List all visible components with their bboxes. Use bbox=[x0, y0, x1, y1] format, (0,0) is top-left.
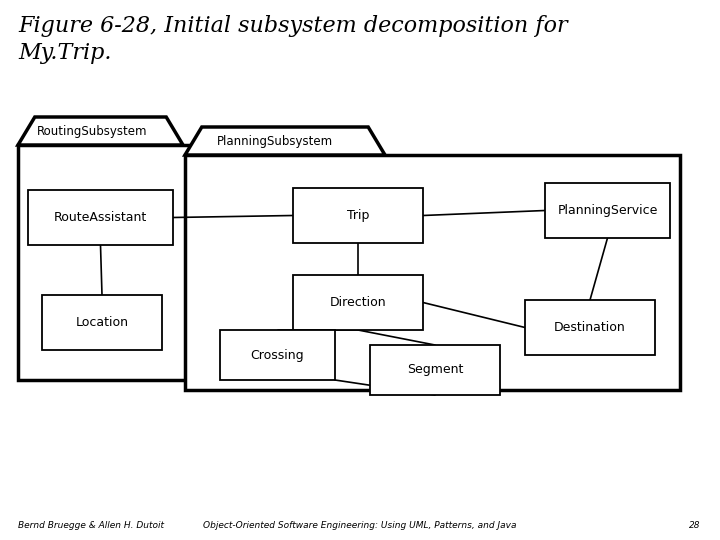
Text: Crossing: Crossing bbox=[251, 348, 305, 361]
Bar bbox=[293, 188, 423, 243]
Text: Destination: Destination bbox=[554, 321, 626, 334]
Text: Bernd Bruegge & Allen H. Dutoit: Bernd Bruegge & Allen H. Dutoit bbox=[18, 521, 164, 530]
Text: PlanningService: PlanningService bbox=[557, 204, 657, 217]
Bar bbox=[525, 300, 655, 355]
Text: Direction: Direction bbox=[330, 296, 387, 309]
Bar bbox=[42, 295, 162, 350]
Text: Figure 6-28, Initial subsystem decomposition for
My.Trip.: Figure 6-28, Initial subsystem decomposi… bbox=[18, 15, 567, 64]
Text: RoutingSubsystem: RoutingSubsystem bbox=[37, 125, 148, 138]
Bar bbox=[293, 275, 423, 330]
Text: Location: Location bbox=[76, 316, 128, 329]
Text: Segment: Segment bbox=[407, 363, 463, 376]
Polygon shape bbox=[185, 127, 385, 155]
Polygon shape bbox=[18, 117, 183, 145]
Text: Trip: Trip bbox=[347, 209, 369, 222]
Bar bbox=[220, 330, 335, 380]
Text: PlanningSubsystem: PlanningSubsystem bbox=[217, 134, 333, 147]
Bar bbox=[370, 345, 500, 395]
Bar bbox=[545, 183, 670, 238]
Text: Object-Oriented Software Engineering: Using UML, Patterns, and Java: Object-Oriented Software Engineering: Us… bbox=[203, 521, 517, 530]
Bar bbox=[18, 145, 193, 380]
Text: 28: 28 bbox=[688, 521, 700, 530]
Bar bbox=[28, 190, 173, 245]
Text: RouteAssistant: RouteAssistant bbox=[54, 211, 147, 224]
Bar bbox=[185, 155, 680, 390]
